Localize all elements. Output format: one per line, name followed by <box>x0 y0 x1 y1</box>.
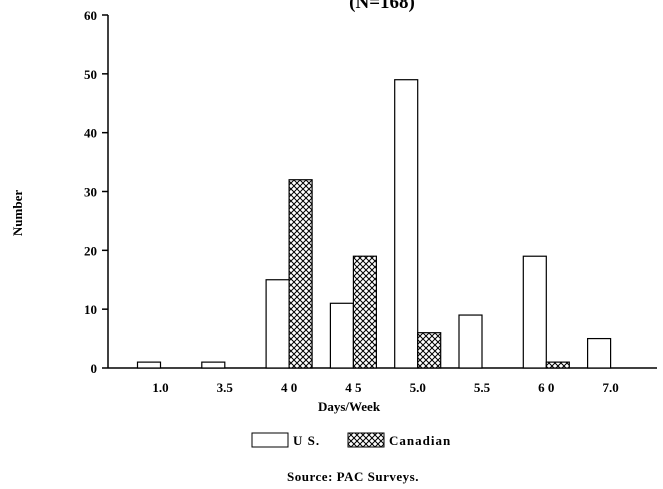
y-tick-label: 10 <box>84 302 97 317</box>
bar-us-3 <box>329 302 354 369</box>
bar-canadian-6 <box>545 361 570 369</box>
bar-us-4 <box>394 79 419 369</box>
x-tick-label: 4 0 <box>281 380 297 395</box>
bar-canadian-2 <box>288 179 313 369</box>
legend: U S. Canadian <box>251 432 451 448</box>
x-axis-title: Days/Week <box>318 399 381 414</box>
bar-us-7 <box>586 337 612 369</box>
bar-canadian-3 <box>352 255 377 369</box>
y-tick-label: 30 <box>84 185 97 200</box>
legend-swatch-canadian <box>347 432 385 448</box>
y-tick-label: 40 <box>84 126 97 141</box>
source-note: Source: PAC Surveys. <box>287 469 419 484</box>
x-tick-labels: 1.0 3.5 4 0 4 5 5.0 5.5 6 0 7.0 <box>152 380 618 395</box>
plot-area: 0 10 20 30 40 50 60 1.0 3.5 4 0 4 5 5.0 5.5 6 0 7.0 <box>84 8 657 395</box>
bars <box>136 79 612 369</box>
x-tick-label: 6 0 <box>538 380 554 395</box>
bar-us-6 <box>522 255 547 369</box>
x-tick-label: 7.0 <box>602 380 618 395</box>
y-tick-label: 60 <box>84 8 97 23</box>
bar-us-1 <box>201 361 226 369</box>
chart-title: (N=168) <box>349 0 415 13</box>
x-tick-label: 5.5 <box>474 380 491 395</box>
y-tick-label: 50 <box>84 67 97 82</box>
bar-us-5 <box>458 314 483 369</box>
y-ticks: 0 10 20 30 40 50 60 <box>84 8 108 376</box>
bar-us-0 <box>136 361 162 369</box>
y-tick-label: 20 <box>84 243 97 258</box>
bar-canadian-4 <box>417 332 442 369</box>
x-tick-label: 4 5 <box>345 380 362 395</box>
legend-label-us: U S. <box>293 433 320 448</box>
bar-us-2 <box>265 279 290 369</box>
y-axis-title: Number <box>10 190 25 236</box>
x-tick-label: 3.5 <box>217 380 234 395</box>
legend-swatch-us <box>251 432 289 448</box>
x-tick-label: 1.0 <box>152 380 168 395</box>
x-tick-label: 5.0 <box>410 380 426 395</box>
y-tick-label: 0 <box>91 361 98 376</box>
legend-label-canadian: Canadian <box>389 433 451 448</box>
